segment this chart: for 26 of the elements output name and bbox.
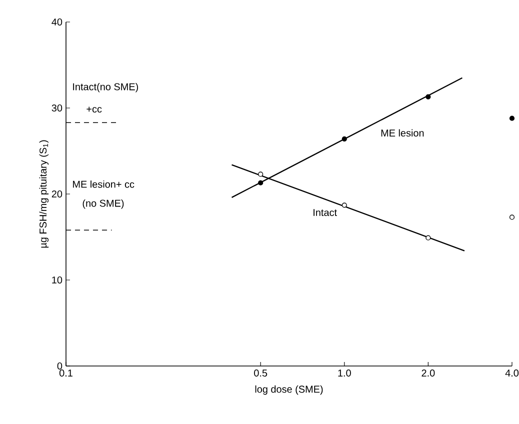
point xyxy=(342,136,347,142)
point xyxy=(426,235,431,240)
x-tick-label: 1.0 xyxy=(338,370,351,377)
x-tick-label: 4.0 xyxy=(505,370,519,377)
point xyxy=(258,180,264,186)
x-axis-title: log dose (SME) xyxy=(255,385,323,395)
y-tick-label: 30 xyxy=(52,104,62,112)
series-label: ME lesion xyxy=(381,129,424,137)
y-tick-label: 20 xyxy=(52,190,62,198)
y-tick-label: 0 xyxy=(57,362,62,370)
point xyxy=(426,94,431,100)
series-label: Intact xyxy=(314,209,337,216)
point xyxy=(509,116,515,121)
y-tick-label: 10 xyxy=(52,276,62,284)
x-tick-label: 0.5 xyxy=(254,370,268,377)
x-tick-label: 0.1 xyxy=(59,370,72,377)
annotation: +cc xyxy=(86,106,102,113)
point xyxy=(342,202,347,208)
point xyxy=(258,172,264,177)
annotation: Intact(no SME) xyxy=(73,82,138,92)
point xyxy=(509,214,515,220)
y-axis-title: µg FSH/mg pituitary (S$_{1}$) xyxy=(39,140,49,248)
annotation: (no SME) xyxy=(82,199,124,209)
x-tick-label: 2.0 xyxy=(422,370,435,377)
annotation: ME lesion+ cc xyxy=(73,180,134,188)
y-tick-label: 40 xyxy=(52,18,62,26)
